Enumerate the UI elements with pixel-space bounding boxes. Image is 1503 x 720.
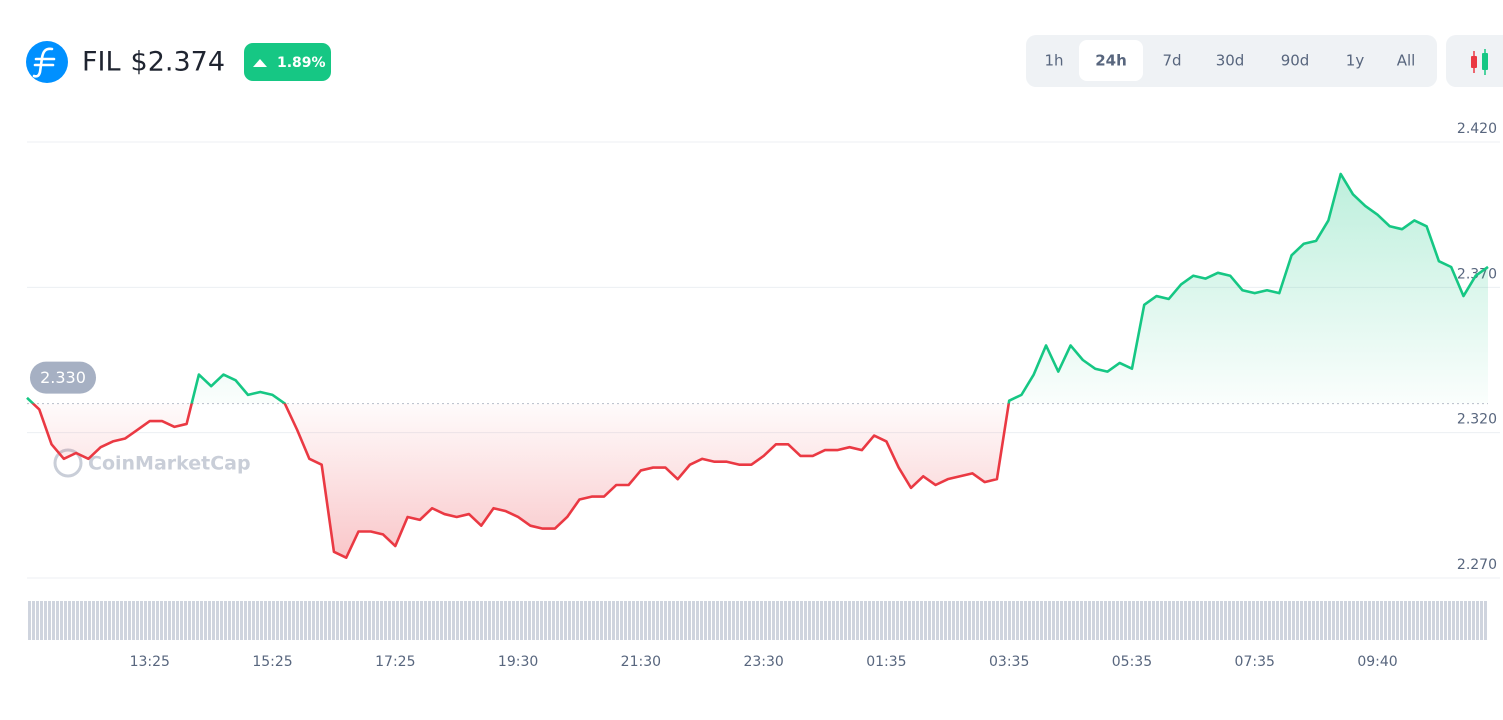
y-tick-label: 2.420: [1457, 121, 1497, 137]
range-tab[interactable]: 24h: [1095, 52, 1127, 70]
x-tick-label: 19:30: [498, 654, 538, 670]
range-tab[interactable]: 90d: [1281, 52, 1310, 70]
x-tick-label: 15:25: [252, 654, 292, 670]
range-tab[interactable]: All: [1397, 52, 1416, 70]
x-tick-label: 03:35: [989, 654, 1029, 670]
coin-price: $2.374: [131, 47, 225, 78]
coin-logo-glyph: [32, 47, 56, 78]
up-arrow: [253, 59, 267, 67]
x-tick-label: 17:25: [375, 654, 415, 670]
x-tick-label: 13:25: [130, 654, 170, 670]
y-tick-label: 2.270: [1457, 557, 1497, 573]
range-tab[interactable]: 1h: [1044, 52, 1063, 70]
baseline-pill: [30, 361, 96, 394]
x-tick-label: 09:40: [1357, 654, 1397, 670]
x-tick-label: 07:35: [1235, 654, 1275, 670]
area-fill: [27, 173, 1488, 558]
watermark: CoinMarketCap: [88, 453, 251, 475]
change-percent: 1.89%: [277, 55, 326, 71]
x-tick-label: 23:30: [743, 654, 783, 670]
price-line: [26, 172, 1489, 559]
change-badge: [244, 43, 331, 81]
range-tab-active[interactable]: [1079, 40, 1143, 81]
x-tick-label: 05:35: [1112, 654, 1152, 670]
coin-logo: [26, 41, 68, 83]
coin-symbol: FIL: [82, 47, 121, 78]
x-tick-label: 21:30: [621, 654, 661, 670]
x-tick-label: 01:35: [866, 654, 906, 670]
volume-bars: [27, 601, 1488, 640]
range-tab[interactable]: 1y: [1346, 52, 1365, 70]
y-tick-label: 2.320: [1457, 412, 1497, 428]
range-tab[interactable]: 30d: [1216, 52, 1245, 70]
range-tab[interactable]: 7d: [1162, 52, 1181, 70]
candle-icon: [1471, 56, 1477, 68]
baseline-label: 2.330: [40, 368, 86, 387]
candle-icon: [1482, 53, 1488, 70]
